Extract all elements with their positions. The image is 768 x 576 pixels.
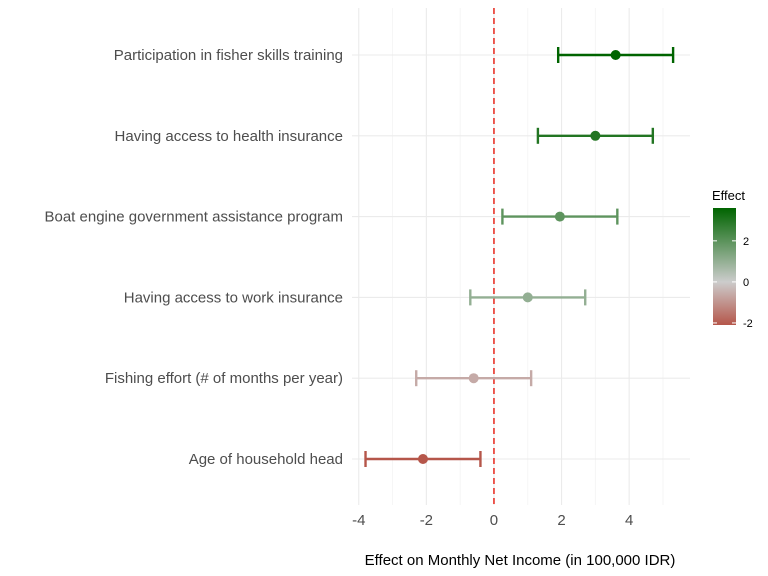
x-tick-label: 2: [557, 512, 565, 529]
estimate-point: [610, 50, 621, 60]
x-tick-label: -2: [420, 512, 433, 529]
estimate-point: [417, 454, 428, 464]
category-label: Boat engine government assistance progra…: [44, 209, 343, 226]
coefficient-mark: [364, 451, 482, 467]
category-label: Participation in fisher skills training: [114, 47, 343, 64]
x-tick-label: -4: [352, 512, 365, 529]
coefficient-mark: [536, 127, 655, 144]
category-label: Age of household head: [189, 451, 343, 468]
legend-tick-label: 2: [743, 236, 749, 248]
minor-gridlines: [392, 8, 664, 505]
legend-title: Effect: [712, 188, 745, 203]
estimate-point: [468, 373, 479, 384]
x-axis-title: Effect on Monthly Net Income (in 100,000…: [365, 552, 676, 569]
x-tick-label: 0: [490, 512, 498, 529]
category-label: Having access to work insurance: [124, 289, 343, 306]
legend-colorbar: [713, 208, 736, 325]
category-label: Having access to health insurance: [115, 128, 343, 145]
error-bars-and-points: [364, 47, 675, 467]
estimate-point: [590, 130, 601, 141]
estimate-point: [554, 211, 565, 222]
x-tick-label: 4: [625, 512, 633, 529]
legend-tick-label: -2: [743, 318, 753, 330]
coefficient-mark: [501, 208, 619, 225]
coefficient-mark: [415, 370, 533, 387]
coefficient-mark: [469, 289, 587, 306]
category-label: Fishing effort (# of months per year): [105, 370, 343, 387]
coefficient-mark: [556, 47, 675, 63]
legend-tick-label: 0: [743, 277, 749, 289]
legend-ticks: 2 0 -2: [713, 236, 753, 330]
estimate-point: [522, 292, 533, 303]
effect-legend: Effect 2 0 -2: [712, 188, 753, 330]
category-labels: Participation in fisher skills training H…: [44, 47, 343, 468]
x-tick-labels: -4 -2 0 2 4: [352, 512, 633, 529]
